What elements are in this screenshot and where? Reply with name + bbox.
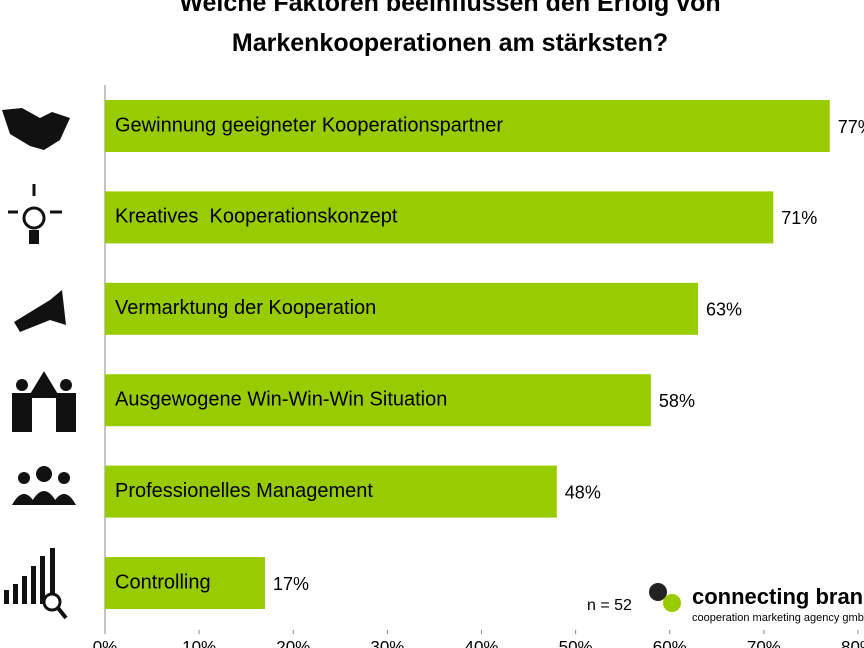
x-tick-label: 30% [370,637,404,648]
category-label: Ausgewogene Win-Win-Win Situation [115,388,447,410]
x-tick-label: 40% [464,637,498,648]
icons [2,108,76,620]
x-tick-label: 60% [653,637,687,648]
logo-tagline: cooperation marketing agency gmbh [692,612,864,624]
value-label: 58% [659,391,695,411]
value-label: 71% [781,208,817,228]
x-tick-label: 50% [559,637,593,648]
bar [105,282,698,335]
chart-title: Welche Faktoren beeinflussen den Erfolg … [179,0,720,57]
x-tick-label: 70% [747,637,781,648]
x-tick-label: 20% [276,637,310,648]
x-tick-label: 80% [841,637,864,648]
category-label: Controlling [115,571,211,593]
category-label: Gewinnung geeigneter Kooperationspartner [115,114,503,136]
category-label: Kreatives Kooperationskonzept [115,206,398,228]
bar [105,557,266,609]
category-label: Vermarktung der Kooperation [115,297,376,319]
logo-name: connecting brands [692,584,864,609]
logo: connecting brands cooperation marketing … [649,583,864,624]
value-label: 17% [273,574,309,594]
bar [105,100,830,152]
bar [105,465,557,518]
value-label: 63% [706,300,742,320]
bar [105,191,774,244]
value-label: 77% [838,117,864,137]
x-tick-label: 0% [93,637,118,648]
category-label: Professionelles Management [115,480,373,502]
bar [105,374,651,427]
x-tick-label: 10% [182,637,216,648]
value-label: 48% [565,482,601,502]
sample-note: n = 52 [587,597,632,614]
